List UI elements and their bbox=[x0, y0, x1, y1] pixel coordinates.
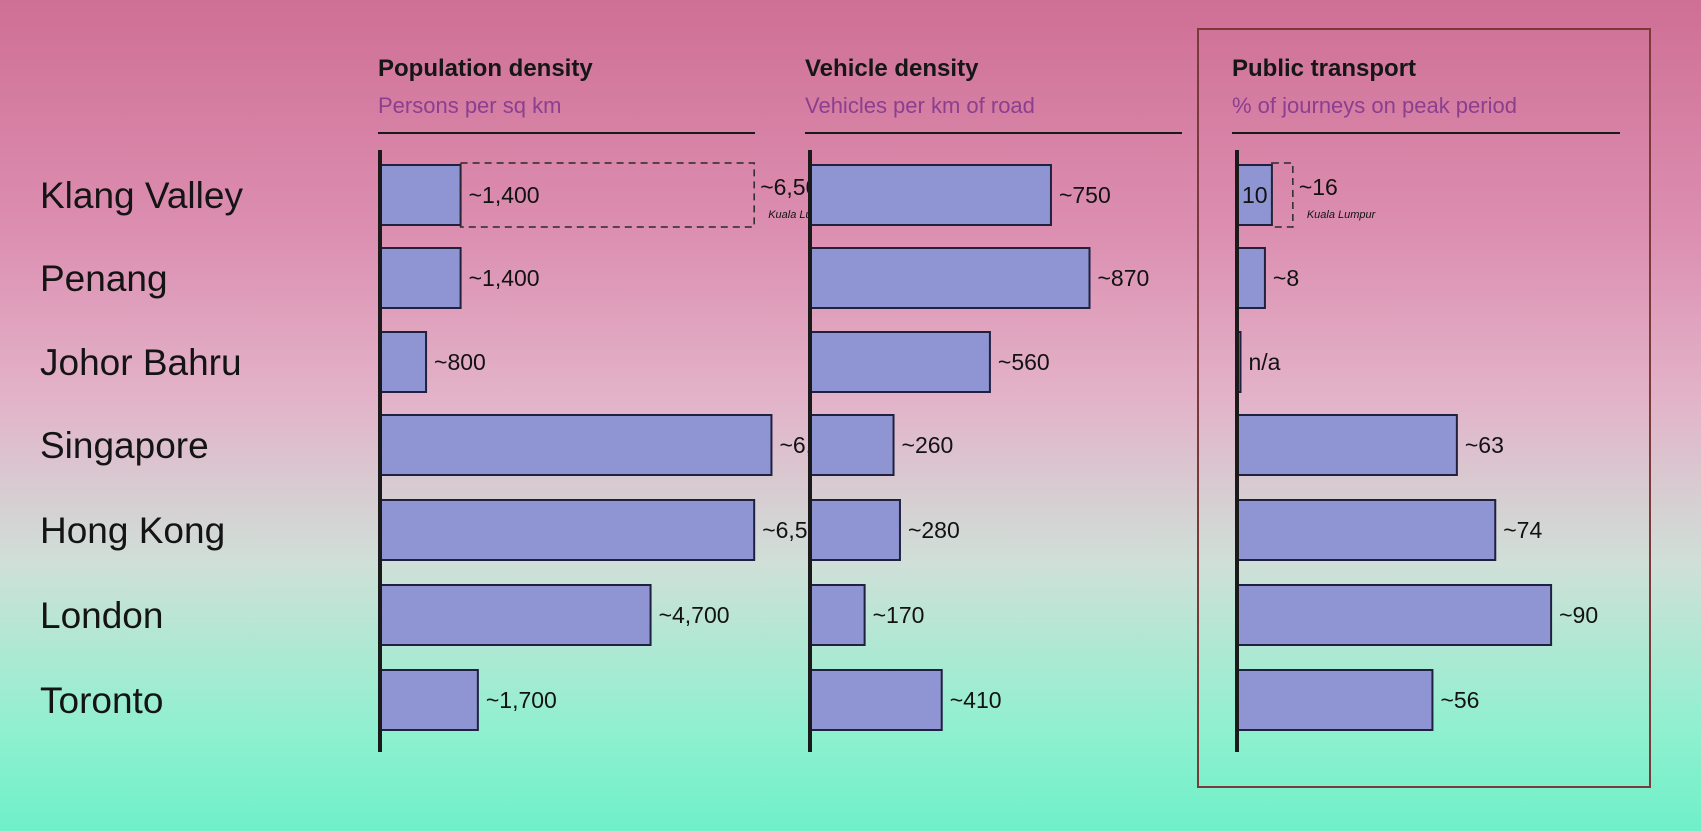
bar-hong-kong bbox=[379, 499, 756, 561]
bar-toronto bbox=[1236, 669, 1434, 731]
panel-title: Population density bbox=[378, 55, 593, 82]
value-label: ~170 bbox=[873, 602, 925, 628]
bar-klang-valley bbox=[379, 164, 462, 226]
category-label: Hong Kong bbox=[40, 510, 225, 551]
panel-vehicle-density: Vehicle density Vehicles per km of road ~7… bbox=[805, 55, 1182, 752]
category-label: Toronto bbox=[40, 680, 163, 721]
category-label: Johor Bahru bbox=[40, 342, 242, 383]
value-label: ~260 bbox=[902, 432, 954, 458]
bar-hong-kong bbox=[1236, 499, 1497, 561]
bar-penang bbox=[379, 247, 462, 309]
note-value-label: ~16 bbox=[1299, 174, 1338, 200]
bar-london bbox=[1236, 584, 1553, 646]
value-label: ~8 bbox=[1273, 265, 1299, 291]
panel-title: Public transport bbox=[1232, 55, 1416, 82]
note-outline bbox=[459, 162, 755, 228]
bar-toronto bbox=[379, 669, 479, 731]
bar-london bbox=[379, 584, 652, 646]
bar-singapore bbox=[809, 414, 895, 476]
bar-penang bbox=[1236, 247, 1266, 309]
bar-hong-kong bbox=[809, 499, 901, 561]
public-transport-frame bbox=[1197, 28, 1651, 788]
bar-johor-bahru bbox=[379, 331, 428, 393]
bar-singapore bbox=[1236, 414, 1458, 476]
panel-population-density: Population density Persons per sq km ~1,40… bbox=[378, 55, 850, 752]
value-label: ~280 bbox=[908, 517, 960, 543]
value-label: ~800 bbox=[434, 349, 486, 375]
panel-public-transport: Public transport % of journeys on peak pe… bbox=[1232, 55, 1620, 752]
value-label: n/a bbox=[1248, 349, 1280, 375]
bar-london bbox=[809, 584, 866, 646]
category-label: London bbox=[40, 595, 163, 636]
panel-subtitle: Persons per sq km bbox=[378, 93, 561, 118]
bar-klang-valley bbox=[809, 164, 1052, 226]
bar-penang bbox=[809, 247, 1091, 309]
panel-title: Vehicle density bbox=[805, 55, 979, 82]
value-label: ~4,700 bbox=[659, 602, 730, 628]
chart-panels: Population density Persons per sq km ~1,40… bbox=[378, 55, 1620, 752]
note-caption: Kuala Lumpur bbox=[1307, 209, 1377, 221]
category-label: Klang Valley bbox=[40, 175, 243, 216]
value-label: ~870 bbox=[1098, 265, 1150, 291]
bar-singapore bbox=[379, 414, 773, 476]
bar-toronto bbox=[809, 669, 943, 731]
value-label: ~750 bbox=[1059, 182, 1111, 208]
value-label: ~56 bbox=[1440, 687, 1479, 713]
value-label: ~560 bbox=[998, 349, 1050, 375]
value-label: ~90 bbox=[1559, 602, 1598, 628]
category-label: Singapore bbox=[40, 425, 209, 466]
note-outline bbox=[1271, 162, 1294, 228]
category-label: Penang bbox=[40, 258, 168, 299]
value-label: ~1,400 bbox=[469, 182, 540, 208]
category-labels: Klang Valley Penang Johor Bahru Singapore Ho… bbox=[40, 175, 243, 721]
value-label: ~1,400 bbox=[469, 265, 540, 291]
panel-subtitle: Vehicles per km of road bbox=[805, 93, 1035, 118]
value-label: 10 bbox=[1242, 182, 1268, 208]
value-label: ~1,700 bbox=[486, 687, 557, 713]
value-label: ~410 bbox=[950, 687, 1002, 713]
panel-subtitle: % of journeys on peak period bbox=[1232, 93, 1517, 118]
bar-johor-bahru bbox=[809, 331, 991, 393]
value-label: ~63 bbox=[1465, 432, 1504, 458]
value-label: ~74 bbox=[1503, 517, 1542, 543]
